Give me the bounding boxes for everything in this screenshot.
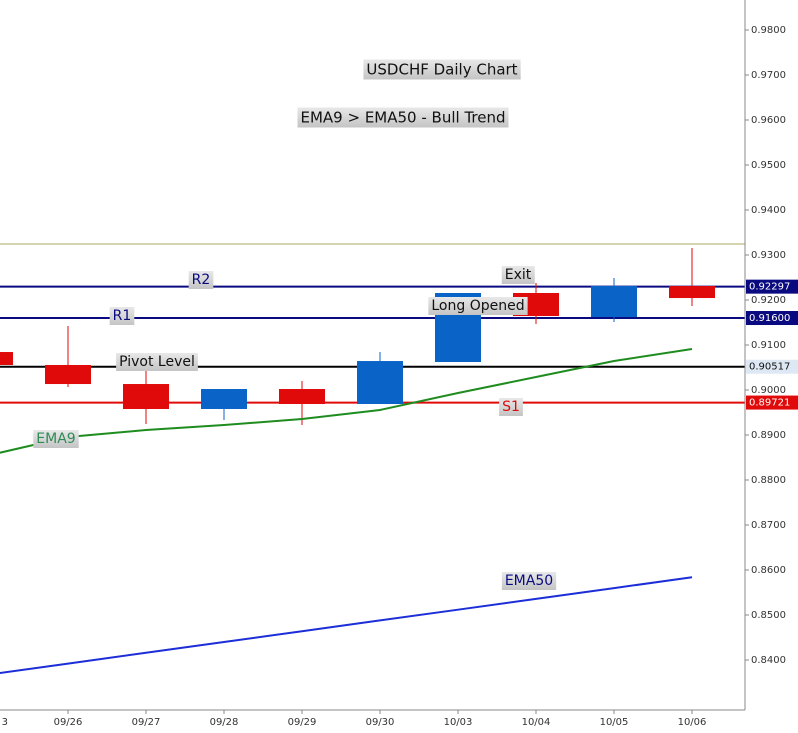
y-tick-label: 0.8800 [751, 475, 786, 486]
level-name-group: Pivot Level [116, 353, 198, 371]
chart-subtitle-box [297, 107, 509, 128]
x-tick-label: 10/03 [444, 717, 473, 728]
y-tick-label: 0.9500 [751, 160, 786, 171]
legend-label-box [501, 572, 557, 590]
chart-subtitle: EMA9 > EMA50 - Bull Trend [301, 109, 506, 127]
annotation: Long Opened [431, 298, 524, 314]
level-name: Pivot Level [119, 354, 195, 370]
legend-label-group: EMA9 [33, 430, 79, 448]
x-tick-label: 10/04 [522, 717, 551, 728]
level-value-label: 0.91600 [749, 313, 790, 324]
candle-body [591, 286, 637, 318]
y-tick-label: 0.9600 [751, 115, 786, 126]
x-tick-label: 09/29 [288, 717, 317, 728]
level-name-box [188, 271, 214, 289]
level-name: R1 [113, 308, 132, 324]
level-value-label: 0.89721 [749, 398, 790, 409]
legend-label-box [33, 430, 79, 448]
level-value-box [746, 311, 798, 326]
y-tick-label: 0.8600 [751, 565, 786, 576]
legend-label: EMA9 [36, 431, 75, 447]
annotation-group: Exit [501, 266, 535, 284]
legend-label-group: EMA50 [501, 572, 557, 590]
level-value-box [746, 395, 798, 410]
level-value-box [746, 359, 798, 374]
level-name-box [109, 307, 135, 325]
y-tick-label: 0.9700 [751, 70, 786, 81]
level-value-label: 0.90517 [749, 362, 790, 373]
y-tick-label: 0.8400 [751, 655, 786, 666]
candle-body [357, 361, 403, 405]
candle-body [279, 389, 325, 405]
y-tick-label: 0.8700 [751, 520, 786, 531]
y-tick-label: 0.9400 [751, 205, 786, 216]
chart-title: USDCHF Daily Chart [366, 61, 517, 79]
level-name-group: R2 [188, 271, 214, 289]
annotation-group: Long Opened [428, 297, 528, 315]
level-name: R2 [192, 272, 211, 288]
x-tick-label: 09/27 [132, 717, 161, 728]
x-tick-label: 10/06 [678, 717, 707, 728]
candle-body [45, 364, 91, 385]
y-tick-label: 0.8900 [751, 430, 786, 441]
x-tick-label: 10/05 [600, 717, 629, 728]
chart-title-group: USDCHF Daily Chart [363, 59, 521, 80]
x-tick-label: 09/30 [366, 717, 395, 728]
ema-line [0, 348, 693, 454]
y-tick-label: 0.9800 [751, 25, 786, 36]
legend-label: EMA50 [505, 573, 553, 589]
y-tick-label: 0.9200 [751, 295, 786, 306]
level-name-box [116, 353, 198, 371]
chart-title-box [363, 59, 521, 80]
level-name: S1 [502, 399, 520, 415]
y-tick-label: 0.8500 [751, 610, 786, 621]
annotation-box [428, 297, 528, 315]
level-name-group: R1 [109, 307, 135, 325]
annotation: Exit [505, 267, 532, 283]
y-tick-label: 0.9100 [751, 340, 786, 351]
x-tick-label: 09/28 [210, 717, 239, 728]
level-name-group: S1 [499, 398, 523, 416]
x-tick-label: 09/26 [54, 717, 83, 728]
ema-line [0, 576, 693, 675]
level-value-label: 0.92297 [749, 282, 790, 293]
level-value-box [746, 279, 798, 294]
y-tick-label: 0.9300 [751, 250, 786, 261]
x-tick-label: 3 [2, 717, 8, 728]
candle-body [0, 352, 13, 365]
candle-body [669, 286, 715, 299]
annotation-box [501, 266, 535, 284]
candle-body [201, 389, 247, 409]
candle-body [123, 384, 169, 409]
y-tick-label: 0.9000 [751, 385, 786, 396]
level-name-box [499, 398, 523, 416]
chart-subtitle-group: EMA9 > EMA50 - Bull Trend [297, 107, 509, 128]
